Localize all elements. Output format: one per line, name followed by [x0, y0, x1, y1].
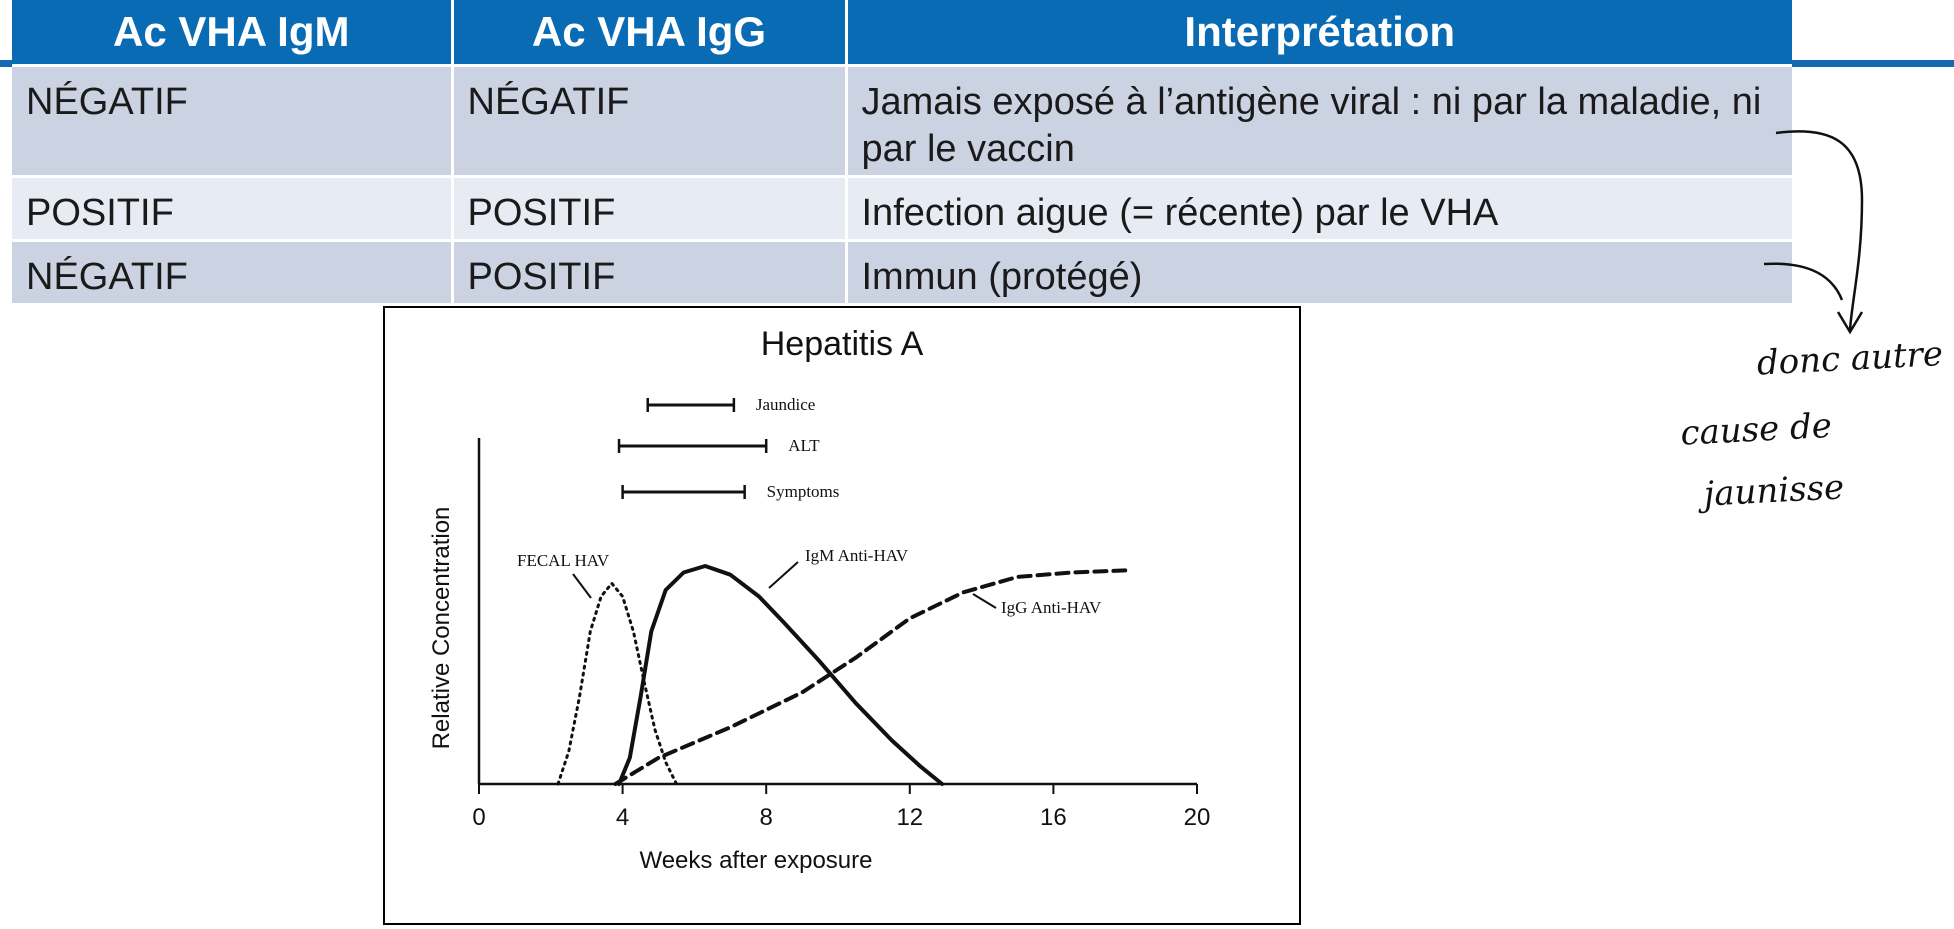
cell-igg: POSITIF: [452, 176, 848, 242]
x-tick-label: 8: [760, 804, 773, 831]
annotation-igg: IgG Anti-HAV: [1001, 598, 1102, 617]
x-tick-label: 0: [472, 804, 485, 831]
cell-igg: POSITIF: [452, 240, 848, 306]
cell-interpretation: Immun (protégé): [846, 240, 1792, 306]
header-igm: Ac VHA IgM: [12, 0, 454, 67]
series-igm-anti-hav: [617, 564, 945, 786]
chart-title: Hepatitis A: [761, 325, 924, 363]
header-accent-line-right: [1790, 60, 1954, 67]
annotation-igm: IgM Anti-HAV: [805, 546, 909, 565]
cell-igg: NÉGATIF: [452, 65, 848, 178]
cell-igm: NÉGATIF: [12, 240, 454, 306]
table-row: NÉGATIF POSITIF Immun (protégé): [12, 240, 1792, 306]
handwritten-note-text: donc autre cause de jaunisse: [1676, 333, 1954, 515]
x-tick-label: 20: [1184, 804, 1211, 831]
cell-igm: NÉGATIF: [12, 65, 454, 178]
series-igg-anti-hav: [613, 568, 1128, 786]
chart-canvas: Hepatitis A 0 4 8 12 16 20 Weeks after exposure…: [428, 325, 1211, 874]
annotation-leader-igg: [972, 593, 997, 609]
range-label: Symptoms: [767, 482, 840, 501]
table-row: NÉGATIF NÉGATIF Jamais exposé à l’antigè…: [12, 65, 1792, 178]
hav-serology-table: Ac VHA IgM Ac VHA IgG Interprétation NÉG…: [12, 0, 1792, 306]
y-axis-label: Relative Concentration: [428, 507, 455, 750]
cell-interpretation: Infection aigue (= récente) par le VHA: [846, 176, 1792, 242]
x-tick-label: 4: [616, 804, 629, 831]
hepatitis-a-chart: Hepatitis A 0 4 8 12 16 20 Weeks after exposure…: [383, 306, 1301, 925]
range-label: Jaundice: [756, 395, 815, 414]
header-igg: Ac VHA IgG: [452, 0, 848, 67]
annotation-leader-igm: [768, 561, 799, 589]
header-interpretation: Interprétation: [846, 0, 1792, 67]
series-fecal-hav: [556, 581, 678, 786]
range-label: ALT: [788, 436, 820, 455]
table-row: POSITIF POSITIF Infection aigue (= récen…: [12, 176, 1792, 242]
x-tick-label: 16: [1040, 804, 1067, 831]
handwritten-note: donc autre cause de jaunisse: [1676, 333, 1954, 515]
cell-interpretation: Jamais exposé à l’antigène viral : ni pa…: [846, 65, 1792, 178]
annotation-fecal-hav: FECAL HAV: [517, 551, 610, 570]
header-accent-line-left: [0, 60, 14, 67]
x-axis-label: Weeks after exposure: [639, 847, 872, 874]
table-header-row: Ac VHA IgM Ac VHA IgG Interprétation: [12, 0, 1792, 67]
x-tick-label: 12: [896, 804, 923, 831]
cell-igm: POSITIF: [12, 176, 454, 242]
annotation-leader-fecal: [572, 573, 592, 599]
